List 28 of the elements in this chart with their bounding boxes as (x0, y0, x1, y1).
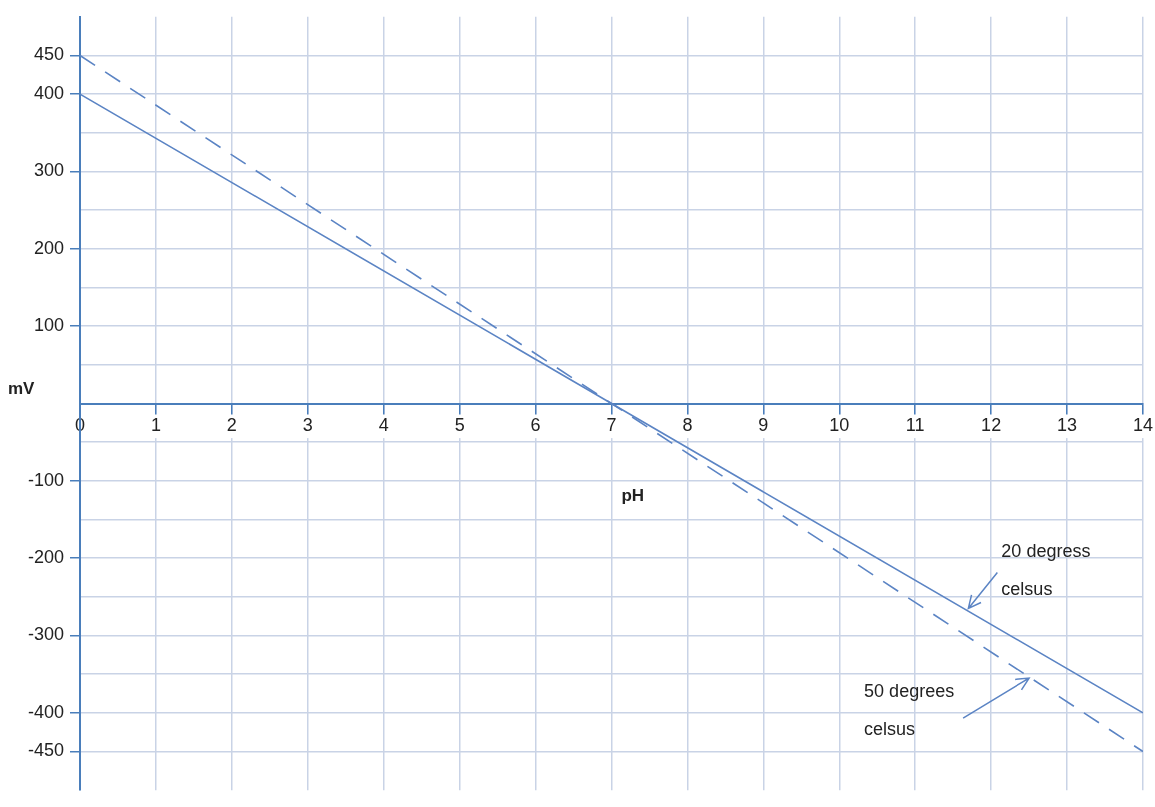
y-tick-label: 450 (33, 44, 64, 65)
annotation: 20 degress celsus (1001, 541, 1091, 600)
y-tick-label: -100 (27, 469, 64, 490)
annotation: 50 degrees celsus (864, 681, 955, 740)
x-tick-label: 10 (829, 415, 850, 436)
x-tick-label: 5 (454, 415, 465, 436)
y-tick-label: 400 (33, 83, 64, 104)
y-axis-title: mV (8, 379, 36, 399)
x-tick-label: 1 (150, 415, 161, 436)
x-tick-label: 7 (606, 415, 617, 436)
x-tick-label: 14 (1132, 415, 1153, 436)
x-tick-label: 13 (1057, 415, 1078, 436)
x-axis-title: pH (621, 486, 645, 505)
x-tick-label: 2 (226, 415, 237, 436)
x-tick-label: 12 (981, 415, 1002, 436)
x-tick-label: 9 (758, 415, 769, 436)
y-tick-label: -200 (27, 547, 64, 568)
x-tick-label: 4 (378, 415, 389, 436)
y-tick-label: 100 (33, 315, 64, 336)
x-tick-label: 6 (530, 415, 541, 436)
y-tick-label: 300 (33, 160, 64, 181)
y-tick-label: -400 (27, 701, 64, 722)
y-tick-label: 200 (33, 237, 64, 258)
y-tick-label: -300 (27, 624, 64, 645)
x-tick-label: 8 (682, 415, 693, 436)
x-tick-label: 3 (302, 415, 313, 436)
x-tick-label: 11 (905, 415, 925, 436)
y-tick-label: -450 (27, 740, 64, 761)
